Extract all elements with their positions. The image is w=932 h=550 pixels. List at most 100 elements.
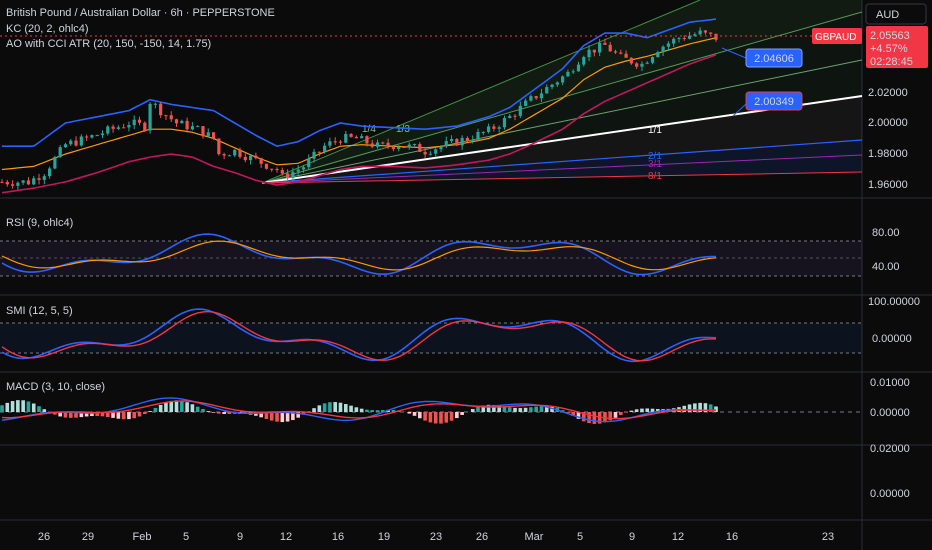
- candle: [428, 153, 432, 155]
- candle: [69, 140, 73, 145]
- ao-cci-legend[interactable]: AO with CCI ATR (20, 150, -150, 14, 1.75…: [6, 38, 212, 50]
- candle: [286, 173, 290, 179]
- price-tag: [866, 26, 928, 68]
- candle: [629, 57, 633, 64]
- macd-histogram-bar: [222, 412, 226, 415]
- candle: [106, 126, 110, 134]
- macd-line: [1, 397, 717, 423]
- macd-histogram-bar: [682, 405, 687, 412]
- candle: [497, 127, 501, 129]
- candle: [137, 119, 142, 123]
- candle: [280, 170, 284, 174]
- time-axis-label: 19: [378, 531, 390, 543]
- price-tag-price: 2.05563: [870, 30, 910, 42]
- candle: [545, 87, 549, 94]
- candle: [397, 147, 401, 149]
- candle: [32, 178, 36, 185]
- macd-histogram-bar: [0, 405, 4, 412]
- macd-histogram-bar: [16, 400, 20, 412]
- candle: [365, 136, 369, 144]
- macd-histogram-bar: [470, 409, 475, 412]
- macd-histogram-bar: [317, 405, 322, 412]
- macd-histogram-bar: [476, 406, 480, 412]
- price-tick-label: 2.00000: [868, 117, 908, 129]
- macd-histogram-bar: [206, 411, 211, 412]
- callout-text: 2.00349: [754, 96, 794, 108]
- fan-label: 1/1: [648, 125, 662, 136]
- candle: [301, 167, 306, 170]
- candle: [254, 155, 258, 159]
- macd-histogram-bar: [275, 412, 279, 422]
- candle: [90, 135, 94, 138]
- macd-histogram-bar: [169, 400, 174, 412]
- macd-histogram-bar: [708, 404, 713, 412]
- macd-histogram-bar: [608, 412, 613, 421]
- macd-histogram-bar: [84, 412, 89, 417]
- macd-histogram-bar: [74, 412, 78, 418]
- macd-histogram-bar: [227, 412, 232, 415]
- candle: [592, 49, 596, 53]
- candle: [312, 151, 316, 159]
- candle: [333, 141, 337, 143]
- time-axis-label: 12: [672, 531, 684, 543]
- candle: [650, 57, 655, 63]
- symbol-tag: [812, 28, 862, 44]
- keltner-legend[interactable]: KC (20, 2, ohlc4): [6, 23, 89, 35]
- macd-histogram-bar: [518, 408, 523, 412]
- price-tag-change: +4.57%: [870, 43, 908, 55]
- candle: [275, 168, 279, 171]
- candle: [354, 136, 358, 139]
- candle: [317, 151, 321, 153]
- keltner-basis-line: [1, 37, 717, 171]
- candle: [418, 144, 422, 152]
- chart-title: British Pound / Australian Dollar · 6h ·…: [6, 7, 275, 19]
- candle: [58, 147, 62, 158]
- candle: [391, 146, 395, 149]
- candle: [16, 182, 20, 186]
- macd-histogram-bar: [291, 412, 295, 421]
- macd-histogram-bar: [185, 402, 189, 412]
- candle: [291, 171, 295, 179]
- macd-histogram-bar: [481, 405, 486, 412]
- candle: [211, 132, 216, 139]
- candle: [598, 42, 602, 53]
- candle: [370, 143, 374, 147]
- candle: [111, 126, 115, 129]
- candle: [687, 35, 692, 39]
- candle: [476, 131, 480, 140]
- candle: [539, 93, 544, 99]
- candle: [174, 119, 179, 124]
- macd-histogram-bar: [349, 405, 353, 412]
- candle: [0, 181, 4, 183]
- macd-histogram-bar: [132, 412, 137, 419]
- fan-label: 3/1: [648, 159, 662, 170]
- candle: [576, 64, 581, 72]
- candle: [53, 157, 57, 169]
- candle: [386, 142, 390, 147]
- callout-box: [745, 48, 803, 68]
- macd-histogram-bar: [269, 412, 274, 421]
- candle: [37, 178, 41, 180]
- currency-box: [865, 3, 927, 25]
- candle: [534, 96, 538, 99]
- macd-histogram-bar: [58, 412, 62, 417]
- macd-histogram-bar: [381, 410, 385, 412]
- macd-histogram-bar: [301, 412, 306, 415]
- candle: [402, 147, 406, 149]
- fan-line: [261, 11, 863, 184]
- rsi-line: [1, 233, 716, 276]
- candle: [122, 127, 126, 129]
- time-axis-label: Mar: [525, 531, 544, 543]
- macd-histogram-bar: [217, 412, 221, 414]
- candle: [143, 122, 147, 131]
- macd-histogram-bar: [312, 408, 316, 412]
- candle: [624, 53, 628, 58]
- candle: [48, 168, 52, 177]
- time-axis-label: 29: [82, 531, 94, 543]
- candle: [5, 181, 9, 185]
- candle: [264, 163, 269, 169]
- time-axis-label: 9: [629, 531, 635, 543]
- macd-histogram-bar: [645, 408, 650, 412]
- candle: [566, 71, 570, 77]
